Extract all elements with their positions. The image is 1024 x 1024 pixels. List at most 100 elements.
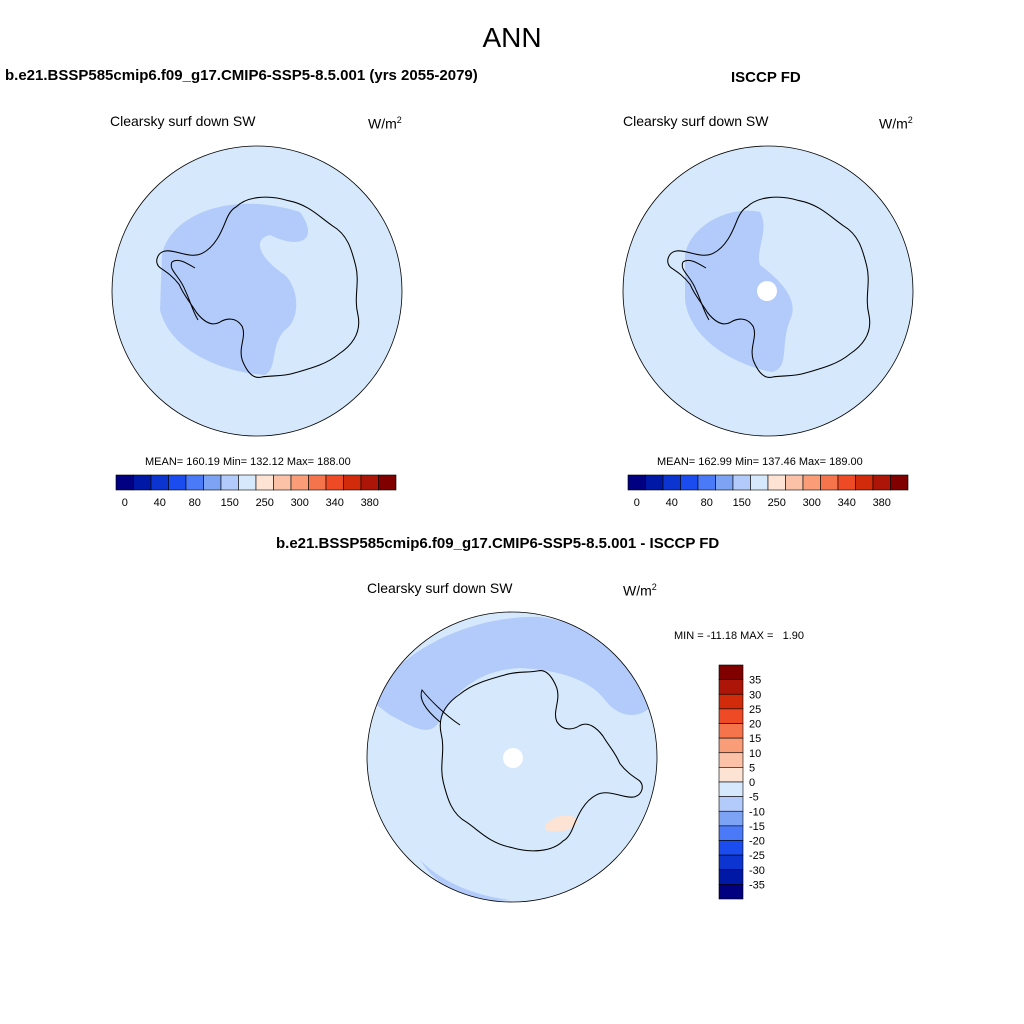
colorbar-tick-label: -30	[749, 865, 765, 877]
colorbar-tick-label: 80	[701, 497, 713, 509]
colorbar-obs: 0 40 80 150 250 300 340 380	[627, 474, 909, 509]
colorbar-swatch	[718, 708, 744, 724]
colorbar-tick-label: 40	[154, 497, 166, 509]
colorbar-tick-label: 5	[749, 762, 755, 774]
colorbar-swatch	[718, 825, 744, 841]
colorbar-tick-label: -25	[749, 850, 765, 862]
contour-band-neg10	[370, 616, 655, 730]
contour-band-low	[160, 203, 309, 375]
colorbar-swatch	[820, 474, 839, 491]
colorbar-tick-label: -10	[749, 806, 765, 818]
colorbar-swatch	[718, 767, 744, 783]
colorbar-swatch	[150, 474, 169, 491]
colorbar-tick-label: 150	[221, 497, 239, 509]
colorbar-swatch	[718, 869, 744, 885]
colorbar-tick-label: 30	[749, 689, 761, 701]
colorbar-model: 0 40 80 150 250 300 340 380	[115, 474, 397, 509]
colorbar-swatch	[360, 474, 379, 491]
colorbar-tick-label: 300	[291, 497, 309, 509]
colorbar-tick-label: -15	[749, 821, 765, 833]
colorbar-swatch	[290, 474, 309, 491]
colorbar-swatch	[718, 693, 744, 710]
colorbar-swatch	[662, 474, 681, 491]
colorbar-tick-label: 340	[326, 497, 344, 509]
colorbar-tick-label: -5	[749, 792, 759, 804]
map-border	[366, 611, 658, 903]
colorbar-swatch	[718, 854, 744, 871]
colorbar-swatch	[273, 474, 292, 491]
colorbar-swatch	[697, 474, 716, 491]
colorbar-swatch	[718, 810, 744, 827]
colorbar-diff: 35 30 25 20 15 10 5 0 -5 -10 -15 -20 -25 -30 -35	[718, 664, 765, 900]
colorbar-swatch	[718, 679, 744, 695]
contour-band-neg10-south	[420, 860, 510, 901]
colorbar-swatch	[750, 474, 769, 491]
colorbar-swatch	[718, 781, 744, 797]
colorbar-swatch	[718, 737, 744, 754]
colorbar-tick-label: 300	[803, 497, 821, 509]
colorbar-tick-label: 340	[838, 497, 856, 509]
map-obs	[622, 145, 914, 437]
colorbar-swatch	[718, 723, 744, 739]
colorbar-swatch	[115, 474, 134, 491]
units-label-diff: W/m2	[623, 582, 657, 599]
colorbar-swatch	[238, 474, 257, 491]
colorbar-swatch	[168, 474, 187, 491]
peninsula-outline	[681, 259, 710, 321]
colorbar-swatch	[185, 474, 204, 491]
stats-model: MEAN= 160.19 Min= 132.12 Max= 188.00	[145, 456, 351, 468]
variable-label-model: Clearsky surf down SW	[110, 113, 256, 129]
stats-obs: MEAN= 162.99 Min= 137.46 Max= 189.00	[657, 456, 863, 468]
colorbar-swatch	[890, 474, 909, 491]
panel-title-model: b.e21.BSSP585cmip6.f09_g17.CMIP6-SSP5-8.…	[5, 67, 478, 84]
colorbar-tick-label: 250	[768, 497, 786, 509]
map-diff	[366, 611, 658, 903]
peninsula-outline	[170, 259, 199, 321]
colorbar-swatch	[645, 474, 664, 491]
colorbar-swatch	[718, 752, 744, 768]
contour-band-positive	[545, 815, 578, 832]
colorbar-tick-label: 40	[666, 497, 678, 509]
colorbar-tick-label: -35	[749, 879, 765, 891]
colorbar-swatch	[220, 474, 239, 491]
peninsula-outline	[420, 689, 461, 726]
colorbar-swatch	[785, 474, 804, 491]
colorbar-tick-label: 380	[361, 497, 379, 509]
colorbar-swatch	[872, 474, 891, 491]
colorbar-swatch	[133, 474, 152, 491]
missing-pole	[503, 748, 523, 768]
colorbar-tick-label: 0	[634, 497, 640, 509]
colorbar-tick-label: 15	[749, 733, 761, 745]
colorbar-swatch	[343, 474, 362, 491]
colorbar-tick-label: 20	[749, 719, 761, 731]
colorbar-tick-label: 0	[122, 497, 128, 509]
colorbar-tick-label: 10	[749, 748, 761, 760]
colorbar-swatch	[715, 474, 734, 491]
colorbar-tick-label: 250	[256, 497, 274, 509]
colorbar-tick-label: -20	[749, 836, 765, 848]
colorbar-tick-label: 80	[189, 497, 201, 509]
colorbar-tick-label: 150	[733, 497, 751, 509]
panel-title-diff: b.e21.BSSP585cmip6.f09_g17.CMIP6-SSP5-8.…	[276, 535, 720, 552]
colorbar-swatch	[802, 474, 821, 491]
colorbar-swatch	[627, 474, 646, 491]
colorbar-tick-label: 35	[749, 675, 761, 687]
variable-label-diff: Clearsky surf down SW	[367, 580, 513, 596]
colorbar-swatch	[718, 796, 744, 812]
colorbar-swatch	[767, 474, 786, 491]
map-model	[111, 145, 403, 437]
variable-label-obs: Clearsky surf down SW	[623, 113, 769, 129]
missing-pole	[757, 281, 777, 301]
units-label-obs: W/m2	[879, 115, 913, 132]
colorbar-swatch	[718, 664, 744, 680]
colorbar-swatch	[325, 474, 344, 491]
colorbar-swatch	[837, 474, 856, 491]
colorbar-tick-label: 380	[873, 497, 891, 509]
stats-diff: MIN = -11.18 MAX = 1.90	[674, 630, 805, 642]
colorbar-swatch	[203, 474, 222, 491]
main-title: ANN	[482, 22, 542, 53]
contour-band-low	[685, 210, 793, 372]
map-border	[111, 145, 403, 437]
colorbar-swatch	[732, 474, 751, 491]
